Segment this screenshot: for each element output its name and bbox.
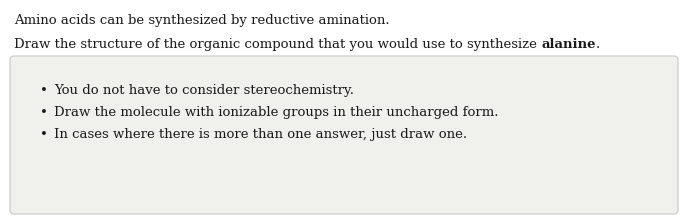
Text: Draw the molecule with ionizable groups in their uncharged form.: Draw the molecule with ionizable groups …	[54, 106, 498, 119]
Text: You do not have to consider stereochemistry.: You do not have to consider stereochemis…	[54, 84, 354, 97]
Text: •: •	[40, 128, 48, 141]
Text: •: •	[40, 106, 48, 119]
Text: Draw the structure of the organic compound that you would use to synthesize: Draw the structure of the organic compou…	[14, 38, 541, 51]
Text: .: .	[595, 38, 600, 51]
FancyBboxPatch shape	[10, 56, 678, 214]
Text: In cases where there is more than one answer, just draw one.: In cases where there is more than one an…	[54, 128, 467, 141]
Text: alanine: alanine	[541, 38, 595, 51]
Text: Amino acids can be synthesized by reductive amination.: Amino acids can be synthesized by reduct…	[14, 14, 389, 27]
Text: •: •	[40, 84, 48, 97]
